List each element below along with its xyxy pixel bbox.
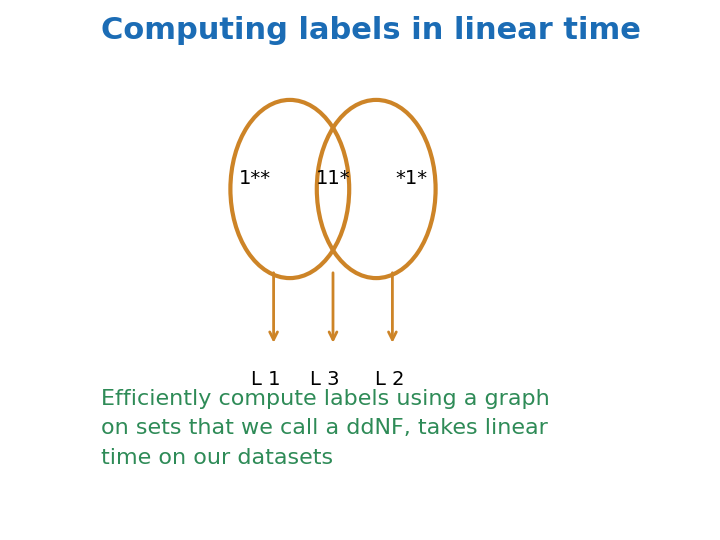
- Text: *1*: *1*: [395, 168, 428, 188]
- Text: L 1: L 1: [251, 370, 280, 389]
- Text: L 2: L 2: [375, 370, 405, 389]
- Text: L 3: L 3: [310, 370, 340, 389]
- Text: Computing labels in linear time: Computing labels in linear time: [101, 16, 641, 45]
- Text: Efficiently compute labels using a graph
on sets that we call a ddNF, takes line: Efficiently compute labels using a graph…: [101, 389, 549, 468]
- Text: 11*: 11*: [315, 168, 351, 188]
- Text: 1**: 1**: [238, 168, 271, 188]
